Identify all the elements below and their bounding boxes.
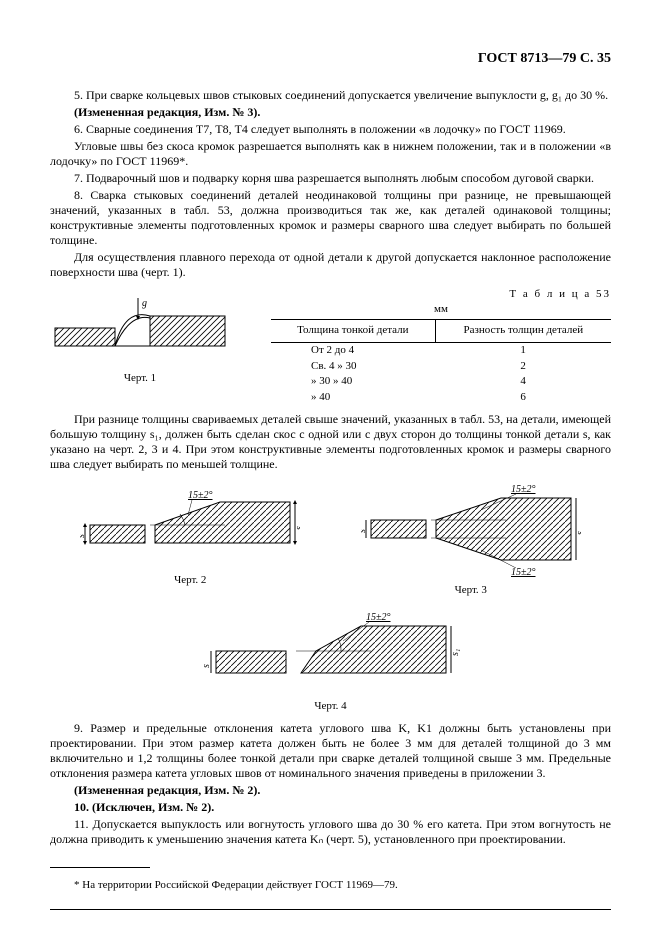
figure-4-caption: Черт. 4 xyxy=(201,700,461,714)
table-53-header-1: Толщина тонкой детали xyxy=(271,320,435,343)
figure-4-block: 15±2° s s₁ Черт. 4 xyxy=(201,606,461,714)
para-7: 7. Подварочный шов и подварку корня шва … xyxy=(50,171,611,186)
para-5: 5. При сварке кольцевых швов стыковых со… xyxy=(50,88,611,103)
table-53-block: Т а б л и ц а 53 мм Толщина тонкой детал… xyxy=(271,288,611,406)
page-bottom-rule xyxy=(50,909,611,910)
svg-text:g: g xyxy=(142,298,147,309)
table-row: » 40 xyxy=(271,390,435,406)
table-53-label: Т а б л и ц а 53 xyxy=(271,288,611,302)
table-row: 6 xyxy=(435,390,611,406)
para-5-amend: (Измененная редакция, Изм. № 3). xyxy=(50,105,611,120)
svg-text:s: s xyxy=(361,529,368,533)
table-row: 1 xyxy=(435,342,611,358)
table-53: Толщина тонкой детали Разность толщин де… xyxy=(271,319,611,406)
figure-2-svg: 15±2° s s₁ xyxy=(80,480,300,570)
para-8: 8. Сварка стыковых соединений деталей не… xyxy=(50,188,611,248)
figure-1-svg: g xyxy=(50,288,230,368)
svg-text:s₁: s₁ xyxy=(294,522,300,529)
svg-text:15±2°: 15±2° xyxy=(511,484,536,495)
table-row: » 30 » 40 xyxy=(271,374,435,390)
para-10: 10. (Исключен, Изм. № 2). xyxy=(50,800,611,815)
para-9-amend: (Измененная редакция, Изм. № 2). xyxy=(50,783,611,798)
figure-4-svg: 15±2° s s₁ xyxy=(201,606,461,696)
figure-3-block: 15±2° 15±2° s s₁ Черт. 3 xyxy=(361,480,581,598)
svg-text:s: s xyxy=(80,534,87,538)
table-row: От 2 до 4 xyxy=(271,342,435,358)
table-row: Св. 4 » 30 xyxy=(271,359,435,375)
para-9: 9. Размер и предельные отклонения катета… xyxy=(50,721,611,781)
svg-text:15±2°: 15±2° xyxy=(366,612,391,623)
svg-text:15±2°: 15±2° xyxy=(188,490,213,501)
svg-text:s: s xyxy=(201,664,212,668)
figure-2-block: 15±2° s s₁ Черт. 2 xyxy=(80,480,300,598)
page-header: ГОСТ 8713—79 С. 35 xyxy=(50,50,611,68)
para-6b: Угловые швы без скоса кромок разрешается… xyxy=(50,139,611,169)
figure-1-caption: Черт. 1 xyxy=(50,372,230,386)
svg-text:s₁: s₁ xyxy=(575,527,581,534)
footnote: * На территории Российской Федерации дей… xyxy=(50,879,611,893)
figure-2-caption: Черт. 2 xyxy=(80,574,300,588)
footnote-rule xyxy=(50,867,150,868)
para-8b: Для осуществления плавного перехода от о… xyxy=(50,250,611,280)
para-11: 11. Допускается выпуклость или вогнутост… xyxy=(50,817,611,847)
table-row: 4 xyxy=(435,374,611,390)
figure-3-caption: Черт. 3 xyxy=(361,584,581,598)
table-53-header-2: Разность толщин деталей xyxy=(435,320,611,343)
para-8c: При разнице толщины свариваемых деталей … xyxy=(50,412,611,472)
svg-text:s₁: s₁ xyxy=(450,648,461,655)
figure-1-block: g Черт. 1 xyxy=(50,288,230,386)
para-6: 6. Сварные соединения Т7, Т8, Т4 следует… xyxy=(50,122,611,137)
figure-3-svg: 15±2° 15±2° s s₁ xyxy=(361,480,581,580)
table-row: 2 xyxy=(435,359,611,375)
table-53-units: мм xyxy=(271,303,611,317)
svg-text:15±2°: 15±2° xyxy=(511,567,536,578)
